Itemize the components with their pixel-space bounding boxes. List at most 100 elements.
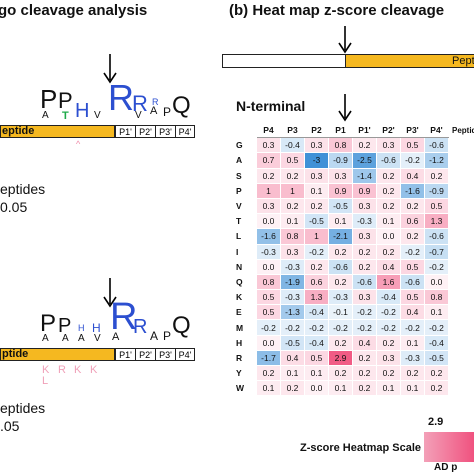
heatmap-cell: 0.1 bbox=[376, 213, 401, 230]
logo-letter: P bbox=[58, 88, 73, 113]
heatmap-corner bbox=[232, 121, 257, 139]
heatmap-cell: -2.1 bbox=[328, 228, 353, 245]
heatmap-cell: 0.1 bbox=[304, 182, 329, 199]
logo-letter: Q bbox=[172, 92, 191, 119]
heatmap-cell: 0.2 bbox=[352, 243, 377, 260]
logo-letter: K bbox=[74, 364, 82, 376]
heatmap-cell: -0.4 bbox=[280, 137, 305, 154]
logo-letter: A bbox=[150, 329, 159, 343]
heatmap-cell: -1.6 bbox=[256, 228, 281, 245]
heatmap-row: G 0.3 -0.4 0.3 0.8 0.2 0.3 0.5 -0.6 bbox=[232, 137, 449, 154]
heatmap-cell: 0.5 bbox=[304, 349, 329, 367]
heatmap-row: I -0.3 0.3 -0.2 0.2 0.2 0.2 -0.2 -0.7 bbox=[232, 243, 449, 260]
position-label: P3' bbox=[155, 348, 175, 361]
heatmap-cell: -1.3 bbox=[280, 304, 305, 321]
heatmap-cell: 0.2 bbox=[424, 364, 449, 382]
heatmap-row: A 0.7 0.5 -3 -0.9 -2.5 -0.6 -0.2 -1.2 bbox=[232, 152, 449, 169]
logo-letter: A bbox=[42, 333, 49, 344]
row-label: Q bbox=[232, 273, 257, 291]
peptide-bar bbox=[0, 125, 115, 138]
heatmap-cell: -0.2 bbox=[376, 319, 401, 336]
heatmap-cell: 0.4 bbox=[352, 334, 377, 351]
heatmap-cell: 0.1 bbox=[376, 380, 401, 397]
heatmap-cell: -0.2 bbox=[256, 319, 281, 336]
pvalue-line: eptides bbox=[0, 181, 46, 197]
heatmap-cell: 0.2 bbox=[352, 364, 377, 382]
heatmap-cell: 0.3 bbox=[304, 137, 329, 154]
scale-cut-label: AD p bbox=[434, 462, 458, 473]
heatmap-cell: 0.1 bbox=[400, 334, 425, 351]
heatmap-cell: -0.6 bbox=[328, 258, 353, 275]
logo-letter: P bbox=[163, 105, 172, 119]
heatmap-cell: 0.2 bbox=[376, 334, 401, 351]
heatmap-cell: 0.5 bbox=[400, 137, 425, 154]
row-label: Y bbox=[232, 364, 257, 382]
heatmap-cell: 0.3 bbox=[256, 137, 281, 154]
heatmap-cell: -0.2 bbox=[304, 319, 329, 336]
logo-letter: A bbox=[78, 333, 85, 344]
heatmap-cell: 0.8 bbox=[424, 289, 449, 306]
heatmap-cell: 0.3 bbox=[352, 228, 377, 245]
side-label: Peptid bbox=[452, 126, 474, 135]
schematic-bar-right bbox=[345, 54, 474, 68]
logo-letter: H bbox=[92, 321, 101, 335]
logo-letter: R bbox=[132, 91, 148, 116]
position-label: P4' bbox=[175, 348, 195, 361]
heatmap-cell: 0.1 bbox=[256, 380, 281, 397]
heatmap-cell: 0.1 bbox=[424, 304, 449, 321]
heatmap-cell: 0.3 bbox=[280, 243, 305, 260]
heatmap-row: Q 0.8 -1.9 0.6 0.2 -0.6 1.6 -0.6 0.0 bbox=[232, 273, 449, 291]
heatmap-cell: 0.2 bbox=[400, 197, 425, 215]
logo-letter: K bbox=[42, 364, 50, 376]
heatmap-cell: 0.1 bbox=[328, 380, 353, 397]
heatmap-cell: 0.8 bbox=[280, 228, 305, 245]
heatmap-row: L -1.6 0.8 1 -2.1 0.3 0.0 0.2 -0.6 bbox=[232, 228, 449, 245]
heatmap-cell: 0.2 bbox=[352, 137, 377, 154]
scale-swatch bbox=[424, 432, 474, 462]
heatmap-cell: -0.3 bbox=[256, 243, 281, 260]
logo-letter: R bbox=[110, 296, 138, 338]
heatmap-cell: 0.2 bbox=[328, 334, 353, 351]
column-header: P4' bbox=[424, 121, 449, 139]
heatmap-cell: -0.6 bbox=[352, 273, 377, 291]
schematic-bar-label: Pept bbox=[452, 55, 474, 67]
logo-letter: Q bbox=[172, 312, 191, 339]
heatmap-cell: 0.2 bbox=[424, 380, 449, 397]
row-label: P bbox=[232, 182, 257, 199]
heatmap-cell: -1.4 bbox=[352, 167, 377, 184]
heatmap-cell: 0.9 bbox=[352, 182, 377, 199]
logo-top: P P A T H V R R V A R P Q ^ eptide P1' P… bbox=[0, 40, 200, 150]
heatmap-cell: 0.2 bbox=[256, 364, 281, 382]
heatmap-cell: 0.3 bbox=[376, 137, 401, 154]
logo-letter: P bbox=[40, 84, 58, 114]
cleavage-arrow-icon bbox=[103, 54, 117, 89]
heatmap-cell: 0.7 bbox=[256, 152, 281, 169]
row-label: R bbox=[232, 349, 257, 367]
logo-letter: A bbox=[150, 105, 158, 117]
heatmap-cell: 0.0 bbox=[256, 213, 281, 230]
heatmap-cell: 0.5 bbox=[400, 258, 425, 275]
logo-letter: P bbox=[163, 329, 172, 343]
schematic-bar-left bbox=[222, 54, 346, 68]
heatmap-cell: 0.0 bbox=[304, 380, 329, 397]
heatmap-cell: 1.3 bbox=[424, 213, 449, 230]
heatmap-cell: 0.2 bbox=[256, 167, 281, 184]
heatmap-cell: 1 bbox=[256, 182, 281, 199]
column-header: P4 bbox=[256, 121, 281, 139]
heatmap-row: V 0.3 0.2 0.2 -0.5 0.3 0.2 0.2 0.5 bbox=[232, 197, 449, 215]
logo-letter: A bbox=[62, 333, 69, 344]
peptide-bar-label: ptide bbox=[2, 348, 29, 360]
heatmap-cell: -0.5 bbox=[280, 334, 305, 351]
heatmap-cell: 0.5 bbox=[400, 289, 425, 306]
heatmap-cell: 0.2 bbox=[352, 258, 377, 275]
heatmap-cell: -0.3 bbox=[400, 349, 425, 367]
heatmap-cell: -0.2 bbox=[352, 319, 377, 336]
heatmap-cell: 0.2 bbox=[400, 364, 425, 382]
row-label: W bbox=[232, 380, 257, 397]
heatmap-cell: 0.8 bbox=[256, 273, 281, 291]
heatmap-row: S 0.2 0.2 0.3 0.3 -1.4 0.2 0.4 0.2 bbox=[232, 167, 449, 184]
heatmap-cell: -0.6 bbox=[424, 137, 449, 154]
position-label: P1' bbox=[115, 125, 135, 138]
heatmap-cell: 1.6 bbox=[376, 273, 401, 291]
heatmap-cell: 0.5 bbox=[256, 289, 281, 306]
